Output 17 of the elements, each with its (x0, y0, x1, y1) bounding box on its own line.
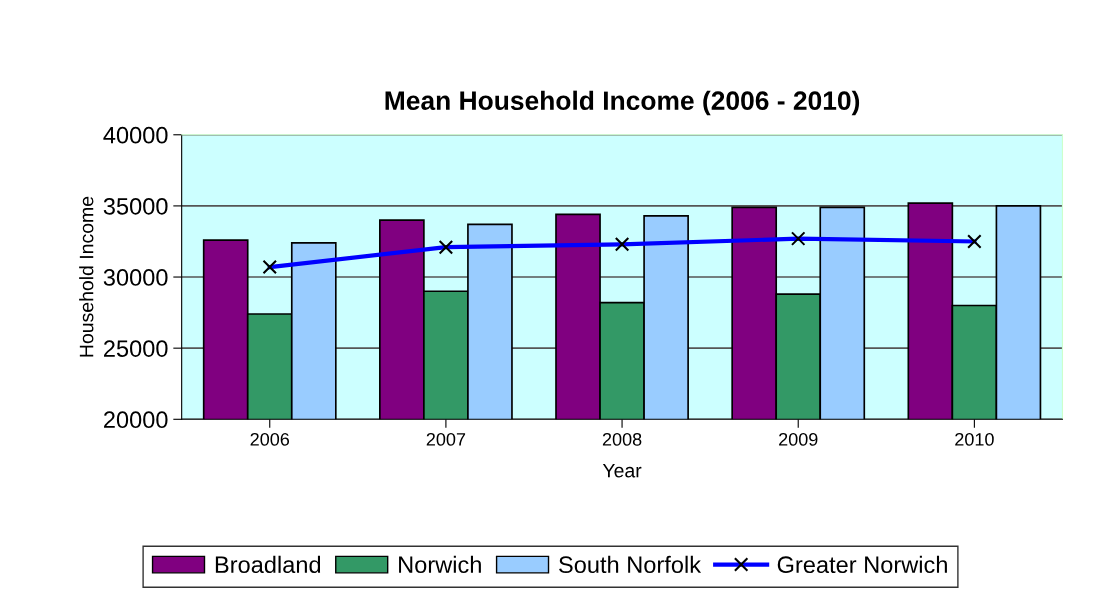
x-tick-label: 2007 (426, 432, 466, 446)
x-tick-label: 2008 (602, 432, 642, 446)
y-tick-label: 25000 (104, 340, 168, 357)
y-tick-label: 40000 (103, 126, 168, 144)
legend-label: Broadland (215, 555, 321, 574)
x-axis-title: Year (602, 463, 642, 478)
y-tick-label: 30000 (103, 269, 168, 286)
legend-label: South Norfolk (559, 555, 702, 574)
x-tick-label: 2010 (955, 432, 994, 446)
y-tick-label: 35000 (103, 197, 168, 215)
y-axis-title: Household Income (79, 196, 94, 357)
chart-title: Mean Household Income (2006 - 2010) (385, 90, 860, 116)
legend-label: Greater Norwich (777, 555, 947, 574)
legend-label: Norwich (399, 555, 481, 574)
x-tick-label: 2006 (250, 432, 290, 446)
y-tick-label: 20000 (104, 411, 168, 429)
x-tick-label: 2009 (779, 432, 818, 446)
